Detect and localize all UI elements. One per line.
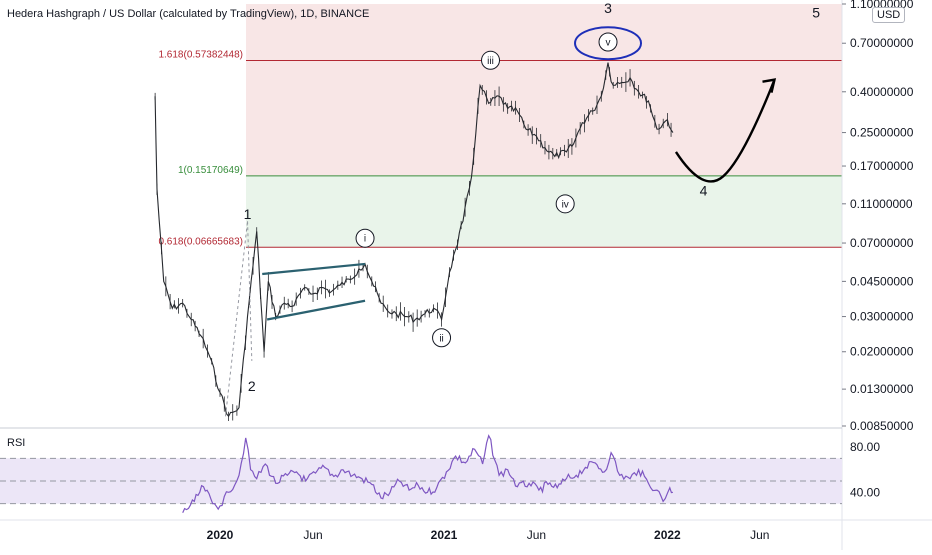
chart-title: Hedera Hashgraph / US Dollar (calculated… <box>7 8 370 20</box>
fib-level-label-1: 1(0.15170649) <box>178 165 243 176</box>
price-tick-label-3: 0.25000000 <box>850 126 914 140</box>
time-tick-label-4: 2022 <box>654 528 681 542</box>
time-tick-label-5: Jun <box>750 528 769 542</box>
wave-v-highlight-ellipse <box>574 26 643 61</box>
projection-arrow <box>674 79 776 183</box>
wave-label-4: iii <box>487 56 494 67</box>
price-tick-label-9: 0.02000000 <box>850 345 914 359</box>
channel-line-0 <box>262 262 366 276</box>
currency-button[interactable]: USD <box>872 7 906 23</box>
price-tick-label-4: 0.17000000 <box>850 159 914 173</box>
time-tick-label-3: Jun <box>527 528 546 542</box>
wave-label-9: 5 <box>812 4 820 20</box>
rsi-label: RSI <box>7 437 26 449</box>
projection-arrow-head <box>762 78 777 93</box>
price-tick-label-7: 0.04500000 <box>850 274 914 288</box>
time-tick-label-1: Jun <box>303 528 322 542</box>
fib-level-label-0: 1.618(0.57382448) <box>158 49 243 60</box>
price-tick-label-5: 0.11000000 <box>850 197 913 211</box>
time-tick-label-2: 2021 <box>431 528 458 542</box>
price-tick-label-8: 0.03000000 <box>850 310 914 324</box>
wave-label-circle-2 <box>355 228 375 248</box>
wave-label-circle-3 <box>432 328 452 348</box>
wave-label-0: 1 <box>244 206 252 222</box>
wave-label-6: 3 <box>604 0 612 16</box>
wave-label-3: ii <box>439 333 443 344</box>
wave-label-1: 2 <box>248 378 256 394</box>
fib-zone-0 <box>246 4 842 176</box>
rsi-tick-label-1: 40.00 <box>850 485 880 499</box>
fib-zone-1 <box>246 175 842 248</box>
wave-label-circle-7 <box>598 32 618 52</box>
price-tick-label-2: 0.40000000 <box>850 85 914 99</box>
channel-line-1 <box>266 299 366 321</box>
price-tick-label-6: 0.07000000 <box>850 236 914 250</box>
wave-label-circle-5 <box>555 194 575 214</box>
rsi-tick-label-0: 80.00 <box>850 440 880 454</box>
price-tick-label-0: 1.10000000 <box>850 0 914 11</box>
wave-label-circle-4 <box>481 50 501 70</box>
wave-label-7: v <box>606 37 611 48</box>
fib-level-label-2: 0.618(0.06665683) <box>158 236 243 247</box>
price-tick-label-10: 0.01300000 <box>850 382 914 396</box>
price-tick-label-11: 0.00850000 <box>850 419 914 433</box>
wave-label-8: 4 <box>700 183 708 199</box>
rsi-series-line <box>182 434 674 513</box>
wave-connector-1 <box>225 221 249 417</box>
wave-label-2: i <box>364 234 366 245</box>
wave-connector-2 <box>247 221 253 361</box>
time-tick-label-0: 2020 <box>207 528 234 542</box>
price-tick-label-1: 0.70000000 <box>850 36 914 50</box>
wave-label-5: iv <box>562 199 569 210</box>
